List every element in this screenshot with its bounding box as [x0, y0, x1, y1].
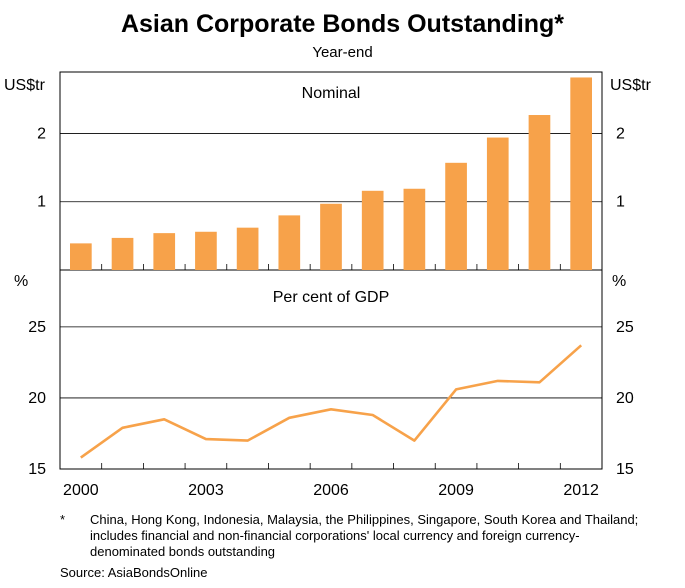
y-tick-left-bottom: 20	[28, 390, 46, 407]
bar-2006	[320, 203, 342, 270]
bar-2012	[570, 77, 592, 270]
y-tick-right-bottom: 20	[616, 390, 634, 407]
y-tick-right-bottom: 15	[616, 461, 634, 478]
footnote-marker: *	[60, 512, 66, 527]
bar-2011	[528, 115, 551, 270]
y-tick-left-top: 1	[37, 194, 46, 211]
chart-subtitle: Year-end	[312, 44, 373, 61]
y-unit-left-bottom: %	[14, 273, 28, 290]
x-tick-label: 2012	[563, 482, 599, 499]
bar-2007	[361, 190, 384, 270]
bar-2004	[236, 227, 259, 270]
bar-2001	[111, 237, 134, 270]
bar-2003	[195, 231, 217, 270]
y-tick-right-top: 1	[616, 194, 625, 211]
y-unit-right-bottom: %	[612, 273, 626, 290]
bar-2002	[153, 233, 176, 270]
x-tick-label: 2003	[188, 482, 224, 499]
y-tick-left-bottom: 25	[28, 319, 46, 336]
chart-title: Asian Corporate Bonds Outstanding*	[120, 10, 565, 38]
y-tick-left-top: 2	[37, 125, 46, 142]
y-tick-left-bottom: 15	[28, 461, 46, 478]
bar-2010	[486, 137, 509, 270]
source-note: Source: AsiaBondsOnline	[60, 565, 208, 580]
x-tick-label: 2006	[313, 482, 349, 499]
panel-title-nominal: Nominal	[302, 85, 361, 102]
x-tick-label: 2009	[438, 482, 474, 499]
y-tick-right-bottom: 25	[616, 319, 634, 336]
y-unit-left-top: US$tr	[4, 77, 46, 94]
bar-2009	[445, 162, 467, 270]
bar-2000	[70, 243, 92, 270]
panel-title-gdp: Per cent of GDP	[273, 289, 390, 306]
y-unit-right-top: US$tr	[610, 77, 652, 94]
series-line-gdp	[80, 344, 583, 459]
x-tick-label: 2000	[63, 482, 99, 499]
bar-2008	[403, 188, 426, 270]
footnote: China, Hong Kong, Indonesia, Malaysia, t…	[90, 512, 639, 559]
y-tick-right-top: 2	[616, 125, 625, 142]
bar-2005	[278, 215, 301, 270]
